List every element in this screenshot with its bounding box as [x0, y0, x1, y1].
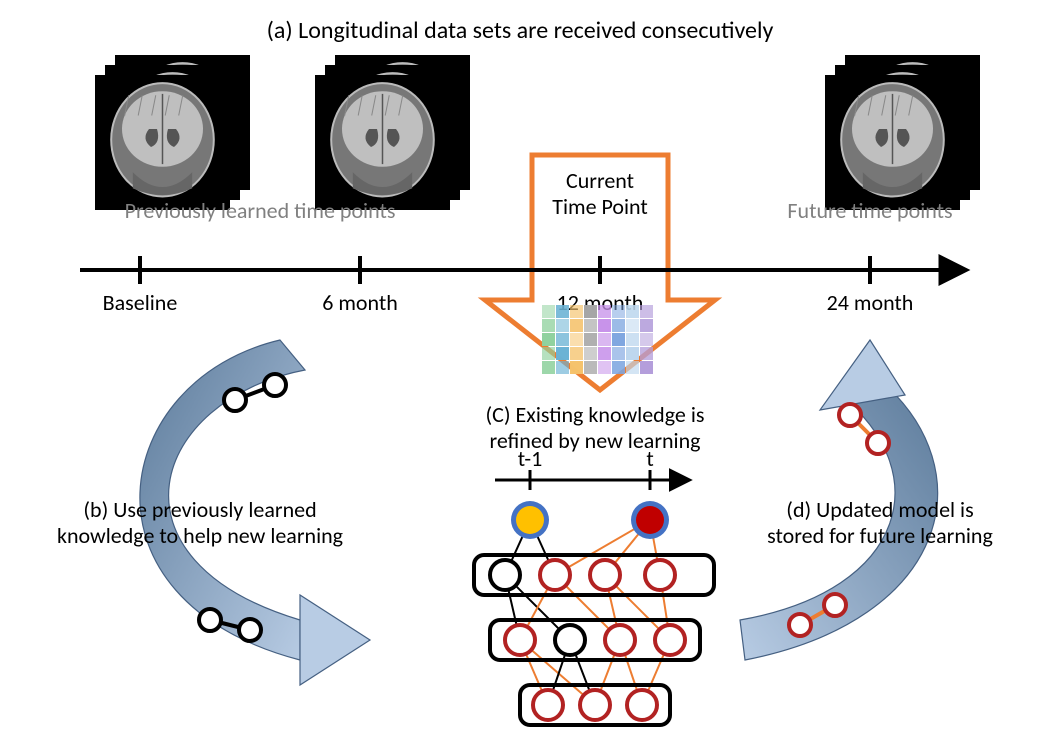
- svg-text:Current: Current: [566, 167, 634, 194]
- svg-text:6 month: 6 month: [322, 289, 398, 316]
- svg-text:t: t: [646, 445, 653, 472]
- svg-text:Time Point: Time Point: [552, 193, 648, 220]
- svg-text:stored for future learning: stored for future learning: [767, 522, 993, 549]
- mri-scan: [95, 75, 230, 210]
- svg-text:Future time points: Future time points: [787, 197, 952, 224]
- svg-text:(C) Existing knowledge is: (C) Existing knowledge is: [486, 401, 705, 428]
- mri-scan: [315, 75, 450, 210]
- svg-text:t-1: t-1: [518, 445, 543, 472]
- diagram-canvas: CurrentTime Point (a) Longitudinal data s…: [0, 0, 1040, 754]
- svg-text:Previously learned time points: Previously learned time points: [125, 197, 396, 224]
- svg-text:(b) Use previously learned: (b) Use previously learned: [83, 496, 316, 523]
- svg-text:(d) Updated model is: (d) Updated model is: [786, 496, 973, 523]
- svg-text:knowledge to help new learning: knowledge to help new learning: [57, 522, 343, 549]
- svg-text:Baseline: Baseline: [103, 289, 178, 316]
- svg-text:24 month: 24 month: [827, 289, 914, 316]
- svg-text:(a) Longitudinal data sets are: (a) Longitudinal data sets are received …: [267, 16, 774, 45]
- mri-scan: [825, 75, 960, 210]
